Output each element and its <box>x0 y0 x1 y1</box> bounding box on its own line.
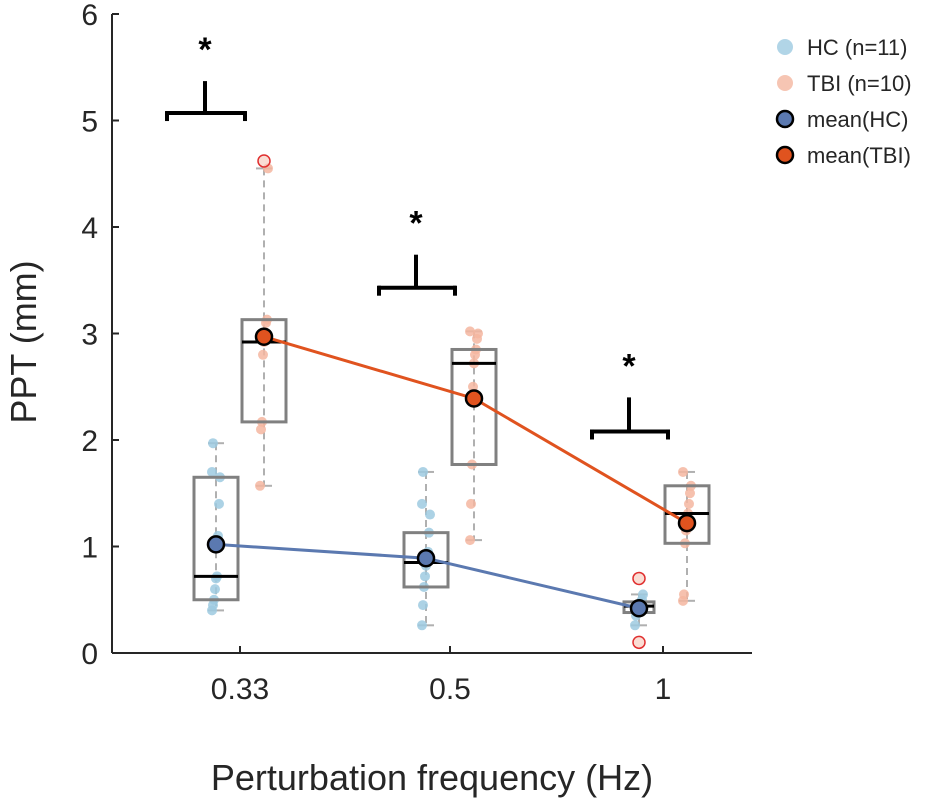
data-point <box>208 438 218 449</box>
y-ticks: 0 1 2 3 4 5 6 <box>81 0 119 671</box>
box <box>240 318 288 424</box>
box <box>192 475 240 602</box>
data-point <box>630 620 640 631</box>
outlier-point <box>632 635 646 650</box>
data-point <box>417 498 427 509</box>
data-point <box>685 488 695 499</box>
x-tick-label: 0.5 <box>429 673 471 706</box>
data-point <box>465 535 475 546</box>
outlier-point <box>632 571 646 586</box>
data-point <box>425 509 435 520</box>
legend-label: mean(TBI) <box>807 143 911 168</box>
legend-marker <box>775 145 795 165</box>
data-point <box>638 589 648 600</box>
mean-marker-tbi <box>254 327 274 346</box>
outliers <box>257 154 646 650</box>
significance-markers: * * * <box>165 31 670 440</box>
significance-star: * <box>622 347 636 385</box>
x-tick-label: 0.33 <box>211 673 269 706</box>
y-tick-label: 5 <box>81 106 98 139</box>
legend-marker <box>777 75 793 91</box>
data-point <box>417 620 427 631</box>
y-tick-label: 6 <box>81 0 98 32</box>
data-point <box>256 424 266 435</box>
y-tick-label: 1 <box>81 532 98 565</box>
data-point <box>418 466 428 477</box>
y-tick-label: 0 <box>81 638 98 671</box>
legend-marker <box>775 109 795 129</box>
data-point <box>678 466 688 477</box>
box <box>402 531 450 589</box>
x-axis-title: Perturbation frequency (Hz) <box>211 757 653 798</box>
significance-star: * <box>198 31 212 69</box>
data-point <box>258 349 268 360</box>
legend-label: HC (n=11) <box>807 35 907 60</box>
data-point <box>684 498 694 509</box>
data-point <box>473 328 483 339</box>
mean-marker-tbi <box>464 389 484 408</box>
data-point <box>214 498 224 509</box>
box <box>450 347 498 466</box>
legend-label: TBI (n=10) <box>807 71 912 96</box>
mean-marker-hc <box>206 535 226 554</box>
data-point <box>465 326 475 337</box>
y-tick-label: 4 <box>81 212 98 245</box>
mean-marker-hc <box>416 548 436 568</box>
data-point <box>468 381 478 392</box>
y-axis-title: PPT (mm) <box>3 260 44 423</box>
x-ticks: 0.33 0.5 1 <box>211 646 672 706</box>
mean-marker-tbi <box>677 513 697 533</box>
data-point <box>679 589 689 600</box>
mean-markers <box>206 327 697 618</box>
data-point <box>255 480 265 491</box>
mean-marker-hc <box>629 599 649 618</box>
significance-star: * <box>409 205 423 243</box>
x-tick-label: 1 <box>655 673 672 706</box>
data-point <box>420 571 430 582</box>
data-point <box>207 466 217 477</box>
data-point <box>418 600 428 611</box>
y-tick-label: 3 <box>81 319 98 352</box>
legend-label: mean(HC) <box>807 107 908 132</box>
data-point <box>466 498 476 509</box>
outlier-point <box>257 154 271 168</box>
data-point <box>210 584 220 595</box>
legend: HC (n=11) TBI (n=10) mean(HC) mean(TBI) <box>775 35 912 168</box>
y-tick-label: 2 <box>81 425 98 458</box>
legend-marker <box>777 39 793 55</box>
